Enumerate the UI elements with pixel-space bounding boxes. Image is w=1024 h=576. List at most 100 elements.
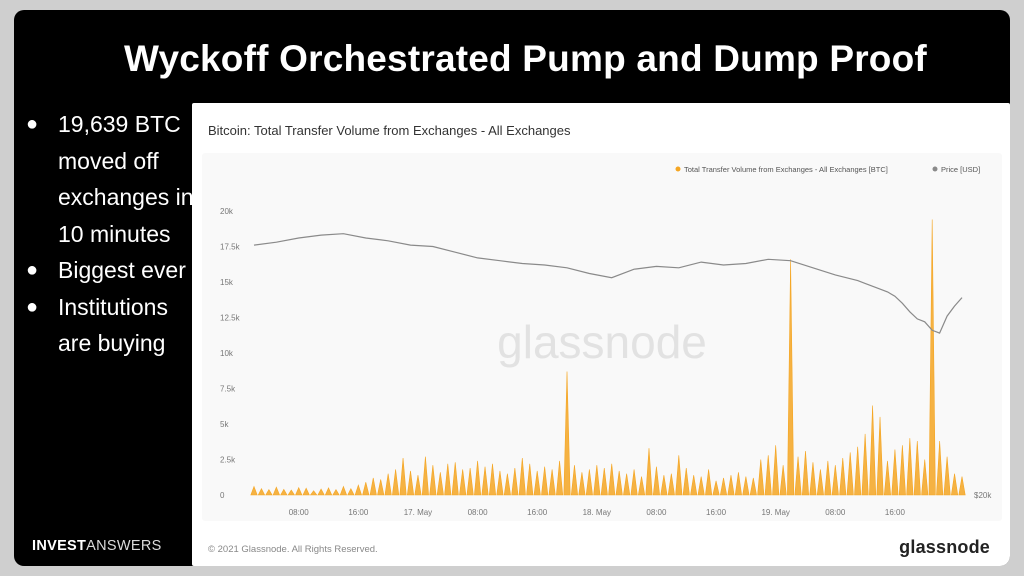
- x-tick-label: 16:00: [348, 508, 369, 517]
- legend-label-volume: Total Transfer Volume from Exchanges - A…: [684, 165, 888, 174]
- bullet-list: ● 19,639 BTC moved off exchanges in 10 mi…: [24, 106, 194, 362]
- volume-bar: [824, 460, 832, 496]
- x-tick-label: 17. May: [404, 508, 432, 517]
- volume-bar: [593, 465, 601, 496]
- volume-bar: [734, 472, 742, 496]
- x-tick-label: 08:00: [289, 508, 310, 517]
- volume-bar: [474, 460, 482, 496]
- volume-bar: [719, 477, 728, 496]
- price-line: [253, 233, 963, 334]
- volume-bar: [496, 470, 504, 496]
- volume-bar: [831, 465, 839, 496]
- x-tick-label: 19. May: [761, 508, 789, 517]
- volume-bar: [265, 489, 273, 496]
- y-tick-label: 7.5k: [220, 385, 236, 394]
- volume-bar: [742, 476, 750, 496]
- y-tick-label: 15k: [220, 278, 234, 287]
- volume-bar: [287, 489, 296, 496]
- x-tick-label: 16:00: [706, 508, 727, 517]
- volume-bar: [436, 472, 444, 496]
- brand-part-2: ANSWERS: [86, 538, 162, 554]
- volume-bar: [347, 487, 355, 496]
- volume-bar: [921, 459, 929, 496]
- bullet-item: ● Institutions are buying: [24, 289, 194, 362]
- volume-bar: [876, 416, 884, 496]
- volume-bar: [854, 446, 862, 496]
- watermark: glassnode: [497, 316, 707, 368]
- volume-bar: [630, 469, 638, 496]
- volume-bar: [816, 469, 824, 496]
- volume-bar: [526, 463, 534, 496]
- volume-bar: [518, 458, 526, 496]
- volume-bar: [317, 488, 325, 496]
- volume-bar: [794, 456, 802, 496]
- volume-bar: [511, 467, 519, 496]
- volume-bar: [392, 469, 400, 496]
- volume-bar: [675, 455, 683, 496]
- volume-bar: [280, 488, 288, 496]
- volume-bar: [958, 476, 966, 496]
- volume-bar: [570, 465, 578, 496]
- bullet-dot-icon: ●: [26, 113, 39, 135]
- legend-swatch-volume: [675, 166, 681, 172]
- volume-bar: [705, 469, 713, 496]
- volume-bar: [362, 482, 370, 496]
- volume-bar: [451, 462, 459, 496]
- volume-bar: [690, 475, 698, 496]
- volume-bar: [906, 438, 914, 496]
- volume-bar: [585, 469, 593, 496]
- volume-bar: [339, 485, 348, 496]
- volume-bar: [563, 371, 571, 496]
- bullet-dot-icon: ●: [26, 295, 39, 318]
- volume-bar: [272, 486, 281, 496]
- volume-bar: [548, 469, 556, 496]
- volume-bar: [928, 219, 936, 496]
- bullet-item: ● 19,639 BTC moved off exchanges in 10 mi…: [24, 106, 194, 252]
- x-tick-label: 18. May: [583, 508, 611, 517]
- volume-bar: [623, 473, 631, 496]
- volume-bar: [697, 476, 705, 496]
- volume-bar: [503, 473, 511, 496]
- bullet-dot-icon: ●: [26, 259, 39, 281]
- y-tick-label: 12.5k: [220, 314, 241, 323]
- bullet-item: ● Biggest ever: [24, 252, 194, 289]
- volume-bar: [533, 470, 541, 496]
- y-right-tick-label: $20k: [974, 491, 992, 500]
- y-tick-label: 10k: [220, 349, 234, 358]
- volume-bar: [913, 441, 921, 496]
- volume-bar: [384, 473, 392, 496]
- brand-logo: INVESTANSWERS: [32, 538, 162, 554]
- volume-bar: [295, 486, 303, 496]
- volume-bar: [488, 463, 497, 496]
- y-tick-label: 5k: [220, 420, 229, 429]
- chart-title: Bitcoin: Total Transfer Volume from Exch…: [208, 123, 571, 138]
- volume-bar: [556, 460, 564, 496]
- volume-bar: [459, 469, 467, 496]
- volume-bar: [660, 475, 668, 496]
- volume-bar: [324, 487, 333, 496]
- volume-bar: [682, 467, 690, 496]
- copyright-text: © 2021 Glassnode. All Rights Reserved.: [208, 544, 378, 555]
- x-tick-label: 08:00: [646, 508, 667, 517]
- volume-bar: [898, 445, 906, 496]
- volume-bar: [787, 259, 795, 496]
- volume-bar: [421, 456, 429, 496]
- volume-bar: [839, 458, 847, 496]
- volume-bar: [600, 467, 608, 496]
- volume-bar: [772, 445, 780, 496]
- x-tick-label: 16:00: [885, 508, 906, 517]
- volume-bar: [712, 480, 720, 496]
- volume-bar: [936, 441, 944, 496]
- volume-bar: [779, 465, 787, 496]
- volume-bar: [541, 466, 549, 496]
- volume-bar: [399, 458, 407, 496]
- volume-bar: [764, 455, 772, 496]
- y-tick-label: 0: [220, 491, 225, 500]
- glassnode-logo: glassnode: [899, 537, 990, 557]
- volume-bar: [809, 462, 817, 496]
- volume-bar: [615, 470, 623, 496]
- volume-bar: [943, 456, 951, 496]
- volume-bar: [302, 487, 310, 496]
- volume-bar: [354, 484, 362, 496]
- volume-bar: [406, 470, 415, 496]
